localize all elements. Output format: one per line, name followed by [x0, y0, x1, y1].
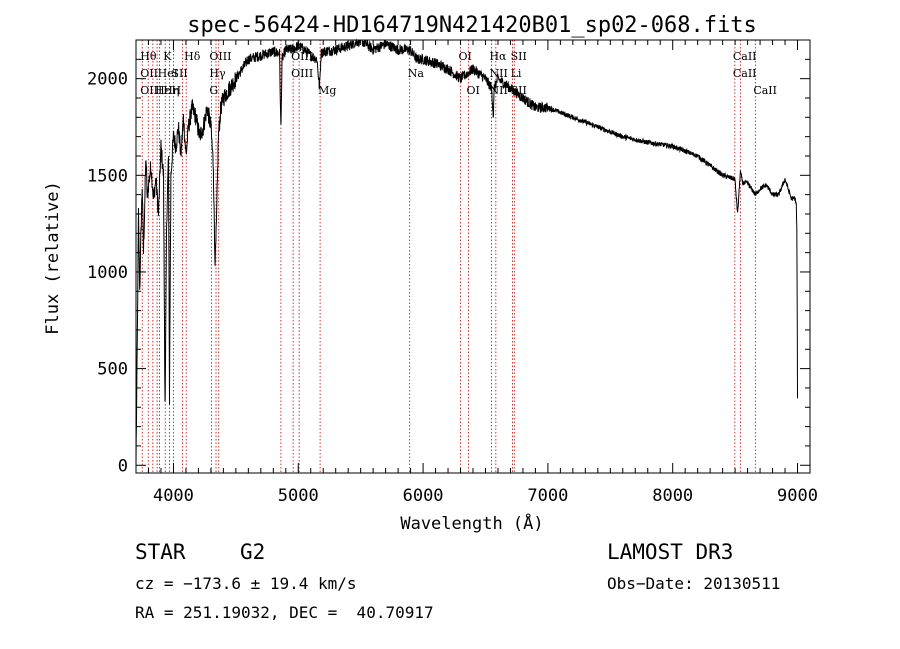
y-tick-label: 500 [97, 360, 128, 380]
line-marker-label: H [171, 84, 181, 97]
line-marker-label: SII [511, 50, 527, 63]
y-tick-label: 2000 [87, 70, 128, 90]
x-tick-label: 7000 [527, 486, 568, 506]
line-marker-label: Mg [318, 84, 336, 97]
line-marker-label: G [209, 84, 218, 97]
x-tick-label: 9000 [777, 486, 818, 506]
line-marker-label: OI [467, 84, 480, 97]
line-marker-label: CaII [733, 50, 757, 63]
line-marker-label: Hα [489, 50, 507, 63]
line-marker-label: OIII [140, 84, 162, 97]
line-marker-label: Li [511, 67, 522, 80]
y-tick-label: 1000 [87, 263, 128, 283]
line-marker-label: Hε [155, 84, 171, 97]
x-axis-label: Wavelength (Å) [400, 512, 543, 534]
spectrum-line [135, 38, 798, 466]
plot-frame [135, 39, 811, 474]
x-tick-label: 8000 [652, 486, 693, 506]
line-marker-label: CaII [733, 67, 757, 80]
x-tick-label: 6000 [403, 486, 444, 506]
survey-name: LAMOST DR3 [607, 540, 734, 564]
line-marker-label: OIII [209, 50, 231, 63]
line-marker-label: K [163, 50, 172, 63]
observation-date: Obs−Date: 20130511 [607, 574, 781, 593]
object-class: STAR [135, 540, 186, 564]
line-marker-label: Hδ [184, 50, 201, 63]
x-tick-label: 5000 [278, 486, 319, 506]
line-marker-label: CaII [753, 84, 777, 97]
y-axis-label: Flux (relative) [43, 181, 63, 335]
line-marker-label: HeI [158, 67, 178, 80]
y-axis-ticks: 0 500 1000 1500 2000 [87, 39, 810, 476]
line-marker-label: Hθ [140, 50, 157, 63]
redshift-velocity: cz = −173.6 ± 19.4 km/s [135, 574, 357, 593]
spectral-subclass: G2 [240, 540, 266, 564]
x-tick-label: 4000 [153, 486, 194, 506]
chart-title: spec-56424-HD164719N421420B01_sp02-068.f… [187, 13, 757, 38]
line-marker-label: OI [459, 50, 472, 63]
x-axis-ticks: 4000 5000 6000 7000 8000 9000 [135, 40, 818, 506]
line-marker-label: OIII [291, 67, 313, 80]
y-tick-label: 1500 [87, 166, 128, 186]
y-tick-label: 0 [118, 456, 128, 476]
line-marker-label: Hη [163, 84, 179, 97]
line-marker-label: Hγ [209, 67, 226, 80]
coordinates: RA = 251.19032, DEC = 40.70917 [135, 603, 434, 622]
line-marker-label: SII [171, 67, 187, 80]
spectrum-layer [135, 38, 798, 466]
line-marker-label: Na [408, 67, 425, 80]
spectral-line-markers [141, 40, 756, 473]
line-marker-label: OII [140, 67, 158, 80]
line-marker-label: NII [489, 67, 507, 80]
